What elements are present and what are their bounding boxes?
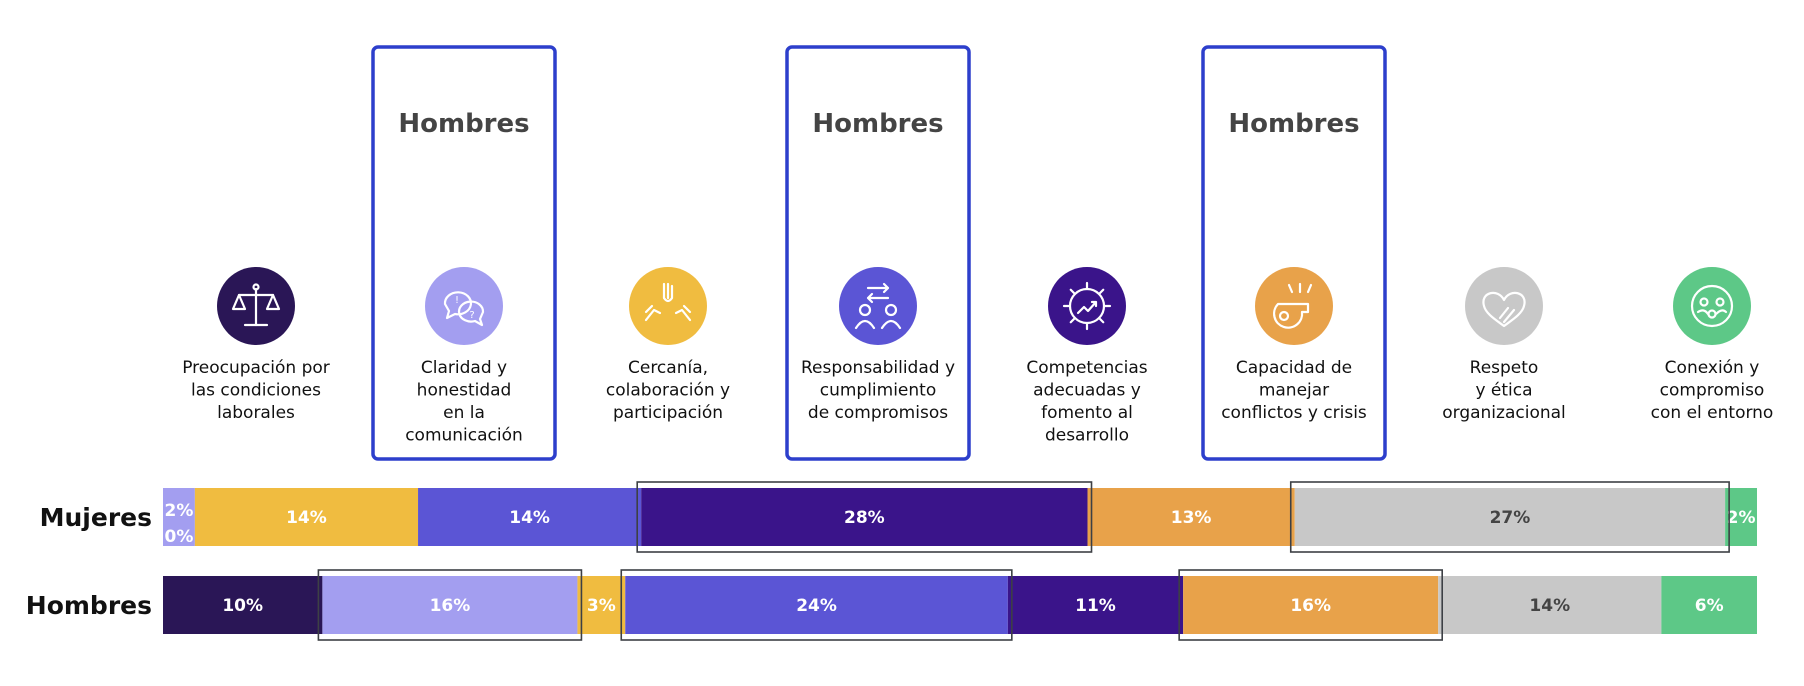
bar-segment <box>1007 576 1184 634</box>
data-label: 14% <box>1529 596 1570 616</box>
segment-highlight <box>620 569 1013 641</box>
bar-segment <box>322 576 578 634</box>
data-label: 10% <box>222 596 263 616</box>
data-label: 14% <box>286 508 327 528</box>
bar-segment <box>1294 488 1726 546</box>
data-label: 14% <box>509 508 550 528</box>
bar-segment <box>194 488 419 546</box>
data-label: 16% <box>430 596 471 616</box>
category-7: Respeto y ética organizacional <box>1442 267 1566 423</box>
data-label: 16% <box>1290 596 1331 616</box>
category-8: Conexión y compromiso con el entorno <box>1651 267 1774 423</box>
data-label: 11% <box>1075 596 1116 616</box>
svg-text:?: ? <box>469 310 474 321</box>
gear-growth-icon <box>1048 267 1126 345</box>
category-label: Respeto y ética organizacional <box>1442 358 1566 423</box>
category-label: Conexión y compromiso con el entorno <box>1651 358 1774 423</box>
segment-highlight <box>636 481 1093 553</box>
bar-segment <box>1438 576 1662 634</box>
callout-label: Hombres <box>812 109 943 139</box>
bar-segment <box>418 488 642 546</box>
whistle-icon <box>1255 267 1333 345</box>
bar-segment <box>1725 488 1757 546</box>
bar-segment <box>625 576 1008 634</box>
bar-segment <box>1087 488 1295 546</box>
bar-segment <box>1183 576 1439 634</box>
category-label: Claridad y honestidad en la comunicación <box>405 358 523 446</box>
data-label: 28% <box>844 508 885 528</box>
helping-hands-icon <box>629 267 707 345</box>
speech-bubbles-icon: !? <box>425 267 503 345</box>
data-label: 13% <box>1171 508 1212 528</box>
people-exchange-icon <box>839 267 917 345</box>
category-2: !? Claridad y honestidad en la comunicación <box>405 267 523 446</box>
category-label: Cercanía, colaboración y participación <box>606 358 730 423</box>
data-label: 27% <box>1490 508 1531 528</box>
category-3: Cercanía, colaboración y participación <box>606 267 730 423</box>
row-label: Hombres <box>26 591 152 620</box>
bar-segment <box>163 488 195 546</box>
callout-1: Hombres <box>371 45 557 461</box>
segment-highlight <box>317 569 583 641</box>
callout-frame <box>371 45 557 461</box>
category-5: Competencias adecuadas y fomento al desarro… <box>1026 267 1148 446</box>
callout-frame <box>1201 45 1387 461</box>
callout-frame <box>785 45 971 461</box>
row-label: Mujeres <box>40 503 152 532</box>
data-label: 2% <box>1727 508 1756 528</box>
callout-3: Hombres <box>1201 45 1387 461</box>
category-label: Preocupación por las condiciones laborales <box>182 358 330 423</box>
callout-label: Hombres <box>398 109 529 139</box>
segment-highlight <box>1289 481 1730 553</box>
svg-text:!: ! <box>455 295 459 306</box>
globe-people-icon <box>1673 267 1751 345</box>
scales-icon <box>217 267 295 345</box>
data-label: 3% <box>587 596 616 616</box>
data-label: 24% <box>796 596 837 616</box>
bar-segment <box>1661 576 1757 634</box>
bar-segment <box>577 576 626 634</box>
series-hombres: Hombres 10% 16% 3% 24% 11% 16% 14% 6% <box>26 569 1757 641</box>
callout-label: Hombres <box>1228 109 1359 139</box>
series-mujeres: Mujeres 0% 2% 14% 14% 28% 13% 27% 2% <box>40 481 1757 553</box>
category-label: Competencias adecuadas y fomento al desarro… <box>1026 358 1147 446</box>
bar-segment <box>641 488 1088 546</box>
heart-hand-icon <box>1465 267 1543 345</box>
callout-2: Hombres <box>785 45 971 461</box>
category-1: Preocupación por las condiciones laborales <box>182 267 330 423</box>
category-6: Capacidad de manejar conflictos y crisis <box>1221 267 1367 423</box>
data-label: 0% <box>165 527 194 547</box>
data-label: 6% <box>1695 596 1724 616</box>
data-label: 2% <box>165 501 194 521</box>
category-4: Responsabilidad y cumplimiento de compromi… <box>801 267 955 423</box>
category-label: Capacidad de manejar conflictos y crisis <box>1221 358 1367 423</box>
category-label: Responsabilidad y cumplimiento de compromi… <box>801 358 955 423</box>
segment-highlight <box>1178 569 1444 641</box>
bar-segment <box>163 576 323 634</box>
